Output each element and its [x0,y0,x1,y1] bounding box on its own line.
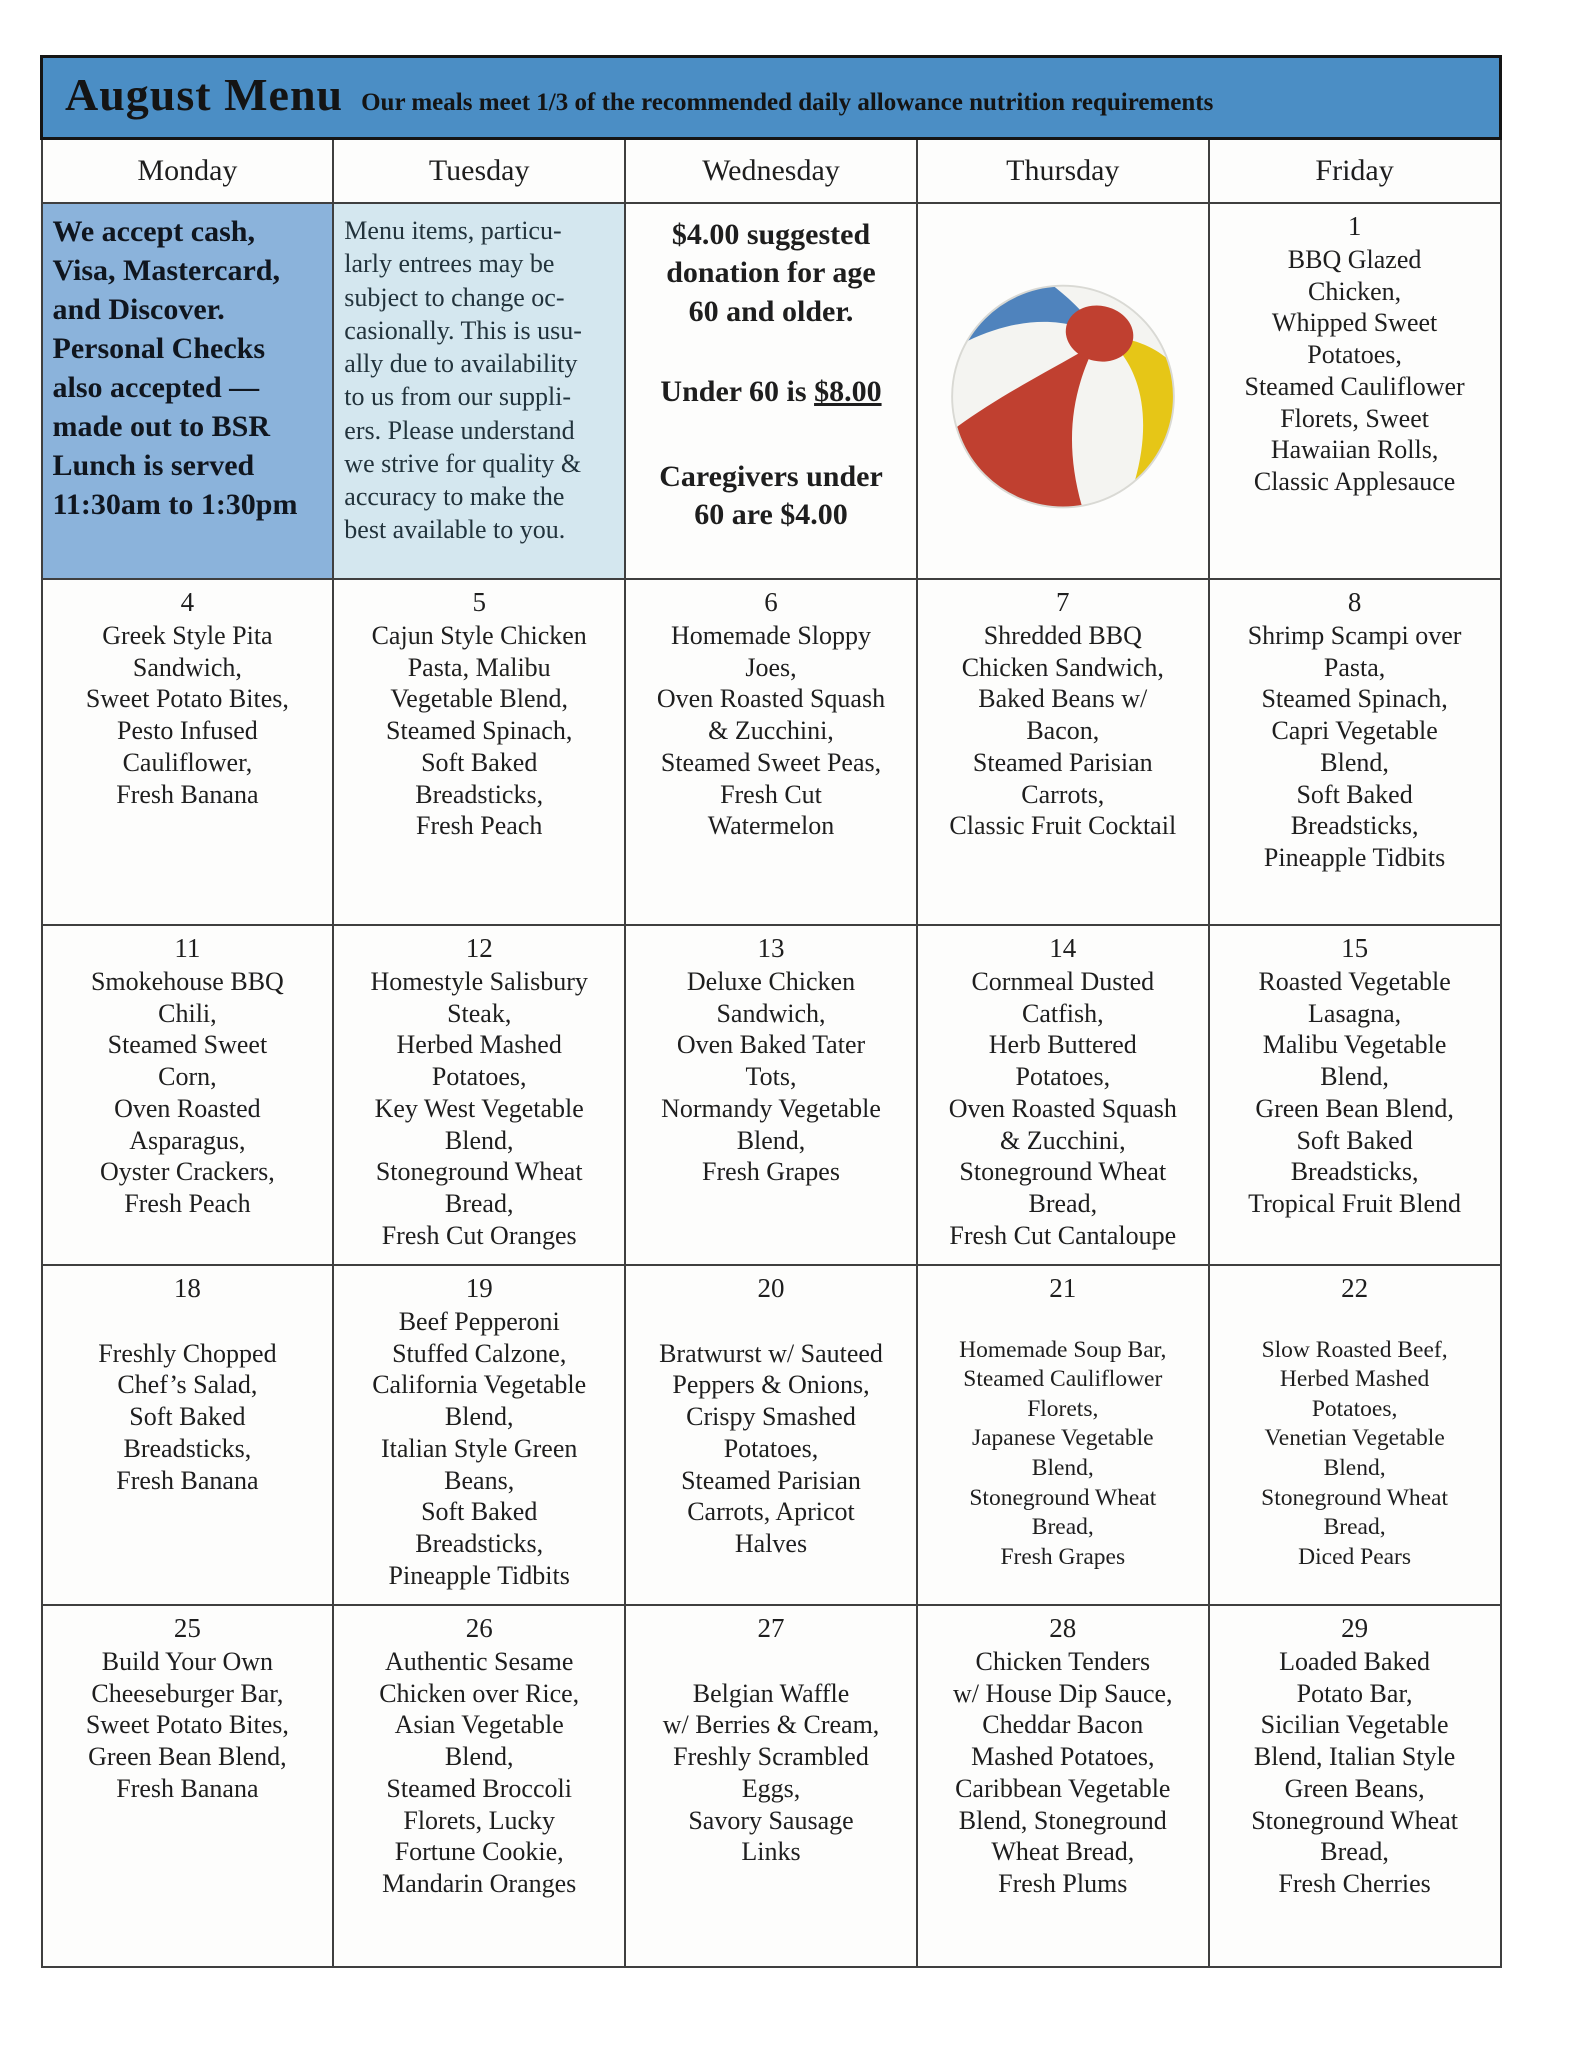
menu-cell-aug-8: 8 Shrimp Scampi over Pasta, Steamed Spin… [1207,578,1502,926]
date-number: 22 [1341,1273,1369,1303]
menu-items: BBQ Glazed Chicken, Whipped Sweet Potato… [1244,244,1465,496]
ball-yellow-panel [1106,337,1174,481]
menu-cell-aug-12: 12 Homestyle Salisbury Steak, Herbed Mas… [332,924,627,1266]
under-60-price-line: Under 60 is $8.00 [634,373,908,411]
weekday-header-row: Monday Tuesday Wednesday Thursday Friday [40,137,1502,204]
menu-items: Shrimp Scampi over Pasta, Steamed Spinac… [1247,620,1462,872]
title-bar-cell: August Menu Our meals meet 1/3 of the re… [40,55,1502,140]
menu-items: Homemade Soup Bar, Steamed Cauliflower F… [959,1336,1167,1570]
menu-items: Slow Roasted Beef, Herbed Mashed Potatoe… [1261,1336,1449,1570]
weekday-header-tuesday: Tuesday [332,137,627,204]
menu-items: Beef Pepperoni Stuffed Calzone, Californ… [372,1306,587,1590]
menu-cell-aug-5: 5 Cajun Style Chicken Pasta, Malibu Vege… [332,578,627,926]
menu-items: Freshly Chopped Chef’s Salad, Soft Baked… [98,1338,277,1495]
menu-cell-aug-6: 6 Homemade Sloppy Joes, Oven Roasted Squ… [624,578,918,926]
date-number: 7 [1056,587,1070,617]
august-menu-calendar: August Menu Our meals meet 1/3 of the re… [40,55,1502,1968]
menu-items: Homemade Sloppy Joes, Oven Roasted Squas… [656,620,886,841]
menu-items: Greek Style Pita Sandwich, Sweet Potato … [85,620,289,809]
week-row-aug-4: 4 Greek Style Pita Sandwich, Sweet Potat… [40,578,1502,926]
menu-cell-aug-28: 28 Chicken Tenders w/ House Dip Sauce, C… [915,1604,1210,1968]
date-number: 15 [1341,933,1369,963]
menu-items: Roasted Vegetable Lasagna, Malibu Vegeta… [1248,966,1461,1218]
date-number: 25 [173,1613,201,1643]
week-row-aug-25: 25 Build Your Own Cheeseburger Bar, Swee… [40,1604,1502,1968]
menu-cell-aug-19: 19 Beef Pepperoni Stuffed Calzone, Calif… [332,1264,627,1606]
menu-cell-aug-13: 13 Deluxe Chicken Sandwich, Oven Baked T… [624,924,918,1266]
date-number: 29 [1341,1613,1369,1643]
date-number: 5 [472,587,486,617]
ball-red-cap [1065,305,1134,362]
weekday-header-friday: Friday [1207,137,1502,204]
date-number: 12 [465,933,493,963]
date-number: 4 [180,587,195,617]
date-number: 26 [465,1613,493,1643]
menu-disclaimer-cell: Menu items, particu- larly entrees may b… [332,202,627,580]
menu-items: Homestyle Salisbury Steak, Herbed Mashed… [370,966,588,1250]
date-number: 8 [1347,587,1362,617]
under-60-price: $8.00 [814,375,882,409]
beach-ball-cell [915,202,1210,580]
menu-cell-aug-7: 7 Shredded BBQ Chicken Sandwich, Baked B… [915,578,1210,926]
date-number: 1 [1347,211,1362,241]
beach-ball-image [950,284,1175,508]
menu-cell-aug-27: 27 Belgian Waffle w/ Berries & Cream, Fr… [624,1604,918,1968]
payment-notice-cell: We accept cash, Visa, Mastercard, and Di… [40,202,335,580]
menu-cell-aug-4: 4 Greek Style Pita Sandwich, Sweet Potat… [40,578,335,926]
menu-items: Smokehouse BBQ Chili, Steamed Sweet Corn… [90,966,284,1218]
weekday-header-monday: Monday [40,137,335,204]
menu-cell-aug-18: 18 Freshly Chopped Chef’s Salad, Soft Ba… [40,1264,335,1606]
menu-cell-aug-1: 1 BBQ Glazed Chicken, Whipped Sweet Pota… [1207,202,1502,580]
menu-items: Cajun Style Chicken Pasta, Malibu Vegeta… [371,620,587,841]
donation-text: $4.00 suggested donation for age 60 and … [666,218,876,328]
caregiver-price-text: Caregivers under 60 are $4.00 [659,459,883,531]
weekday-header-wednesday: Wednesday [624,137,918,204]
menu-items: Belgian Waffle w/ Berries & Cream, Fresh… [662,1678,880,1867]
title-bar: August Menu Our meals meet 1/3 of the re… [40,55,1502,140]
date-number: 20 [757,1273,785,1303]
menu-items: Authentic Sesame Chicken over Rice, Asia… [379,1646,580,1898]
ball-red-panel [956,343,1096,507]
date-number: 18 [173,1273,201,1303]
week-row-aug-11: 11 Smokehouse BBQ Chili, Steamed Sweet C… [40,924,1502,1266]
menu-cell-aug-26: 26 Authentic Sesame Chicken over Rice, A… [332,1604,627,1968]
under-60-prefix: Under 60 is [660,375,815,409]
date-number: 11 [174,933,201,963]
menu-cell-aug-25: 25 Build Your Own Cheeseburger Bar, Swee… [40,1604,335,1968]
info-row: We accept cash, Visa, Mastercard, and Di… [40,202,1502,580]
menu-cell-aug-11: 11 Smokehouse BBQ Chili, Steamed Sweet C… [40,924,335,1266]
menu-cell-aug-21: 21 Homemade Soup Bar, Steamed Cauliflowe… [915,1264,1210,1606]
menu-cell-aug-14: 14 Cornmeal Dusted Catfish, Herb Buttere… [915,924,1210,1266]
menu-cell-aug-29: 29 Loaded Baked Potato Bar, Sicilian Veg… [1207,1604,1502,1968]
page-title: August Menu [65,69,344,120]
pricing-cell: $4.00 suggested donation for age 60 and … [624,202,918,580]
week-row-aug-18: 18 Freshly Chopped Chef’s Salad, Soft Ba… [40,1264,1502,1606]
date-number: 13 [757,933,785,963]
date-number: 28 [1049,1613,1077,1643]
weekday-header-thursday: Thursday [915,137,1210,204]
menu-items: Loaded Baked Potato Bar, Sicilian Vegeta… [1251,1646,1458,1898]
page-subtitle: Our meals meet 1/3 of the recommended da… [361,89,1214,116]
menu-cell-aug-20: 20 Bratwurst w/ Sauteed Peppers & Onions… [624,1264,918,1606]
menu-cell-aug-22: 22 Slow Roasted Beef, Herbed Mashed Pota… [1207,1264,1502,1606]
menu-cell-aug-15: 15 Roasted Vegetable Lasagna, Malibu Veg… [1207,924,1502,1266]
date-number: 21 [1049,1273,1077,1303]
menu-items: Bratwurst w/ Sauteed Peppers & Onions, C… [659,1338,883,1558]
date-number: 14 [1049,933,1077,963]
date-number: 27 [757,1613,785,1643]
date-number: 6 [764,587,778,617]
date-number: 19 [465,1273,493,1303]
ball-blue-panel [967,285,1100,341]
menu-items: Shredded BBQ Chicken Sandwich, Baked Bea… [949,620,1177,841]
menu-items: Deluxe Chicken Sandwich, Oven Baked Tate… [661,966,881,1187]
menu-items: Chicken Tenders w/ House Dip Sauce, Ched… [953,1646,1173,1898]
menu-items: Cornmeal Dusted Catfish, Herb Buttered P… [948,966,1177,1250]
menu-items: Build Your Own Cheeseburger Bar, Sweet P… [85,1646,289,1803]
